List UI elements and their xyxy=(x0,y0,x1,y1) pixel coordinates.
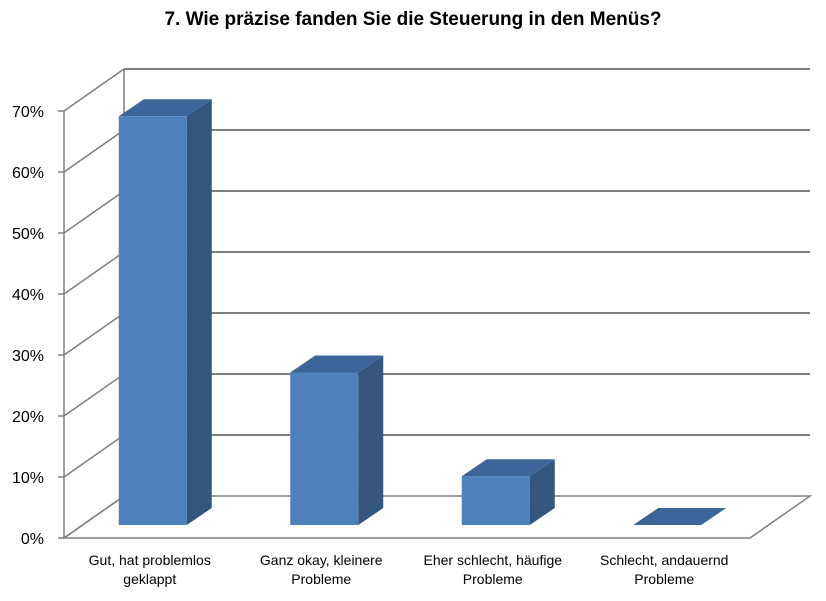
y-tick-label: 50% xyxy=(12,226,44,243)
y-axis-ticks: 0% 10% 20% 30% 40% 50% 60% 70% xyxy=(12,104,64,548)
side-gridline xyxy=(63,129,125,173)
y-tick-label: 30% xyxy=(12,348,44,365)
bar xyxy=(118,99,212,526)
side-gridline xyxy=(63,190,125,234)
x-category-label: Eher schlecht, häufige Probleme xyxy=(423,552,563,587)
y-tick-label: 40% xyxy=(12,287,44,304)
y-tick-label: 0% xyxy=(21,531,44,548)
bar-front xyxy=(461,476,530,525)
side-gridline xyxy=(63,434,125,478)
bar xyxy=(290,355,384,525)
y-tick-label: 20% xyxy=(12,409,44,426)
bar-front xyxy=(118,116,187,526)
side-gridline xyxy=(63,312,125,356)
bar-side xyxy=(186,99,212,526)
bar-top xyxy=(633,508,727,525)
y-tick-label: 10% xyxy=(12,470,44,487)
bars xyxy=(118,99,727,526)
y-tick-label: 70% xyxy=(12,104,44,121)
x-category-label: Ganz okay, kleinere Probleme xyxy=(259,552,383,587)
bar-top xyxy=(290,355,384,373)
x-category-label: Gut, hat problemlos geklappt xyxy=(88,552,211,587)
bar xyxy=(633,508,727,525)
chart-title: 7. Wie präzise fanden Sie die Steuerung … xyxy=(164,9,662,30)
side-gridline xyxy=(63,251,125,295)
bar-front xyxy=(290,372,359,525)
bar-top xyxy=(118,99,212,117)
gridlines xyxy=(61,68,813,539)
side-gridline xyxy=(63,68,125,112)
bar xyxy=(461,459,555,525)
side-gridline xyxy=(63,495,125,539)
side-gridline xyxy=(63,373,125,417)
y-tick-label: 60% xyxy=(12,165,44,182)
x-category-label: Schlecht, andauernd Probleme xyxy=(600,552,729,587)
bar-top xyxy=(461,459,555,477)
bar-side xyxy=(529,459,555,525)
bar-side xyxy=(358,355,384,525)
